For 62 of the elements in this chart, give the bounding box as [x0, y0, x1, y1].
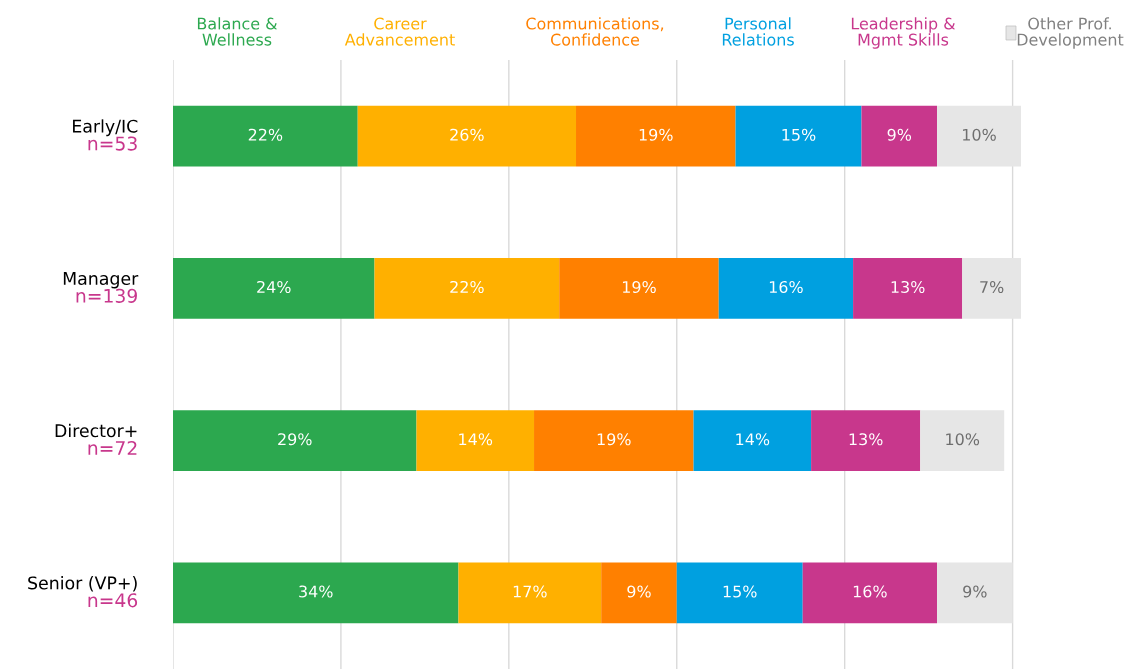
data-label: 22% — [450, 280, 484, 294]
bar — [173, 410, 417, 472]
data-label: 9% — [887, 128, 912, 141]
text: n=53 — [88, 136, 137, 151]
bar — [601, 562, 677, 624]
bar — [937, 105, 1021, 167]
bar — [534, 410, 694, 472]
data-label: 24% — [257, 280, 291, 294]
data-label: 29% — [278, 433, 312, 446]
bar — [374, 257, 560, 319]
data-label: 17% — [513, 585, 547, 598]
data-label: 19% — [597, 433, 631, 446]
text: Career Advancement — [344, 17, 455, 46]
bar — [802, 562, 938, 624]
data-label: 13% — [891, 280, 925, 294]
y-tick-label: Senior (VP+) — [28, 576, 137, 592]
text: Personal Relations — [722, 17, 794, 46]
data-label: 14% — [459, 433, 493, 446]
text: Communications, Confidence — [526, 17, 664, 46]
bar — [676, 562, 803, 624]
text: Leadership & Mgmt Skills — [851, 17, 956, 49]
bar — [962, 257, 1021, 319]
bar — [458, 562, 602, 624]
bar — [173, 562, 459, 624]
data-label: 22% — [248, 128, 283, 141]
bar — [861, 105, 938, 167]
legend-label: Other Prof. Development — [1017, 17, 1124, 49]
data-label: 16% — [769, 280, 803, 294]
bar — [718, 257, 854, 319]
data-label: 7% — [980, 280, 1004, 294]
data-label: 10% — [963, 128, 996, 141]
data-label: 34% — [299, 585, 333, 598]
bar — [693, 410, 812, 472]
y-tick-label: Early/IC — [73, 119, 138, 137]
data-label: 26% — [450, 128, 484, 141]
bar — [853, 257, 963, 319]
bar — [811, 410, 921, 472]
bar — [416, 410, 535, 472]
data-label: 15% — [782, 128, 816, 141]
bar — [576, 105, 736, 167]
text: Balance & Wellness — [197, 17, 278, 46]
data-label: 16% — [853, 585, 887, 598]
text: n=46 — [88, 593, 138, 608]
bar — [357, 105, 577, 167]
bar — [173, 105, 358, 167]
data-label: 9% — [627, 585, 651, 598]
bar — [920, 410, 1005, 472]
data-label: 14% — [736, 433, 770, 446]
bar — [173, 257, 375, 319]
y-tick-label: Director+ — [55, 423, 137, 438]
y-tick-label: Manager — [63, 272, 139, 289]
bar — [735, 105, 862, 167]
bar — [559, 257, 719, 319]
data-label: 9% — [963, 585, 987, 598]
text: n=139 — [76, 288, 137, 303]
text: n=72 — [88, 440, 137, 455]
bar — [937, 562, 1013, 624]
data-label: 10% — [946, 433, 980, 446]
data-label: 19% — [639, 128, 673, 141]
data-label: 13% — [849, 433, 883, 446]
data-label: 19% — [622, 280, 656, 294]
data-label: 15% — [723, 585, 757, 598]
